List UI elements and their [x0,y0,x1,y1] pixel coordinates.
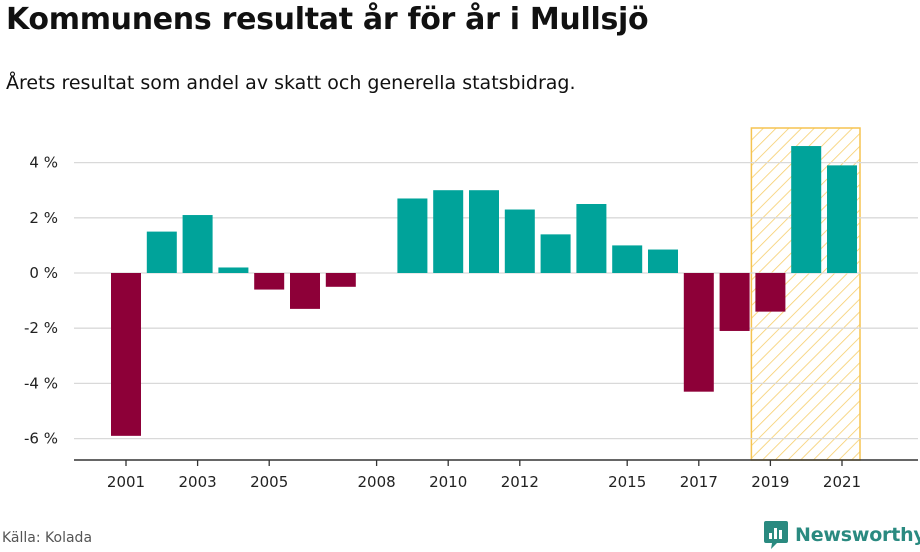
x-tick-label: 2005 [250,473,288,491]
bar-2004 [218,267,249,273]
x-tick-label: 2015 [608,473,646,491]
bar-2011 [469,190,499,273]
bar-2018 [719,273,750,331]
y-tick-label: -4 % [24,374,58,392]
y-tick-label: 4 % [29,154,58,172]
logo-text: Newsworthy [795,524,920,546]
bar-2009 [397,198,428,273]
bar-2013 [540,234,571,273]
source-label: Källa: Kolada [2,530,93,546]
bar-2016 [648,249,678,273]
newsworthy-chart-bubble-icon [764,521,788,549]
y-tick-label: 0 % [29,264,58,282]
newsworthy-logo: Newsworthy [763,520,920,550]
bar-2021 [827,165,857,273]
y-tick-label: -6 % [24,430,58,448]
bar-2015 [612,245,643,273]
bar-2017 [683,273,714,392]
x-tick-label: 2021 [823,473,861,491]
bar-2002 [146,231,177,273]
chart-title: Kommunens resultat år för år i Mullsjö [6,2,649,37]
x-tick-label: 2019 [751,473,789,491]
x-tick-label: 2001 [107,473,145,491]
x-tick-label: 2008 [358,473,396,491]
bar-2005 [254,273,285,290]
x-tick-label: 2010 [429,473,467,491]
bar-2019 [755,273,786,312]
bar-2003 [182,215,213,273]
bar-2010 [433,190,464,273]
x-tick-label: 2003 [179,473,217,491]
bar-2001 [111,273,141,436]
chart-subtitle: Årets resultat som andel av skatt och ge… [6,72,576,94]
y-tick-label: -2 % [24,319,58,337]
x-tick-label: 2017 [680,473,718,491]
bar-2007 [325,273,356,287]
x-tick-label: 2012 [501,473,539,491]
bar-2020 [791,146,822,273]
bar-2012 [504,209,535,273]
bar-2014 [576,204,607,273]
y-tick-label: 2 % [29,209,58,227]
bar-2006 [290,273,320,309]
